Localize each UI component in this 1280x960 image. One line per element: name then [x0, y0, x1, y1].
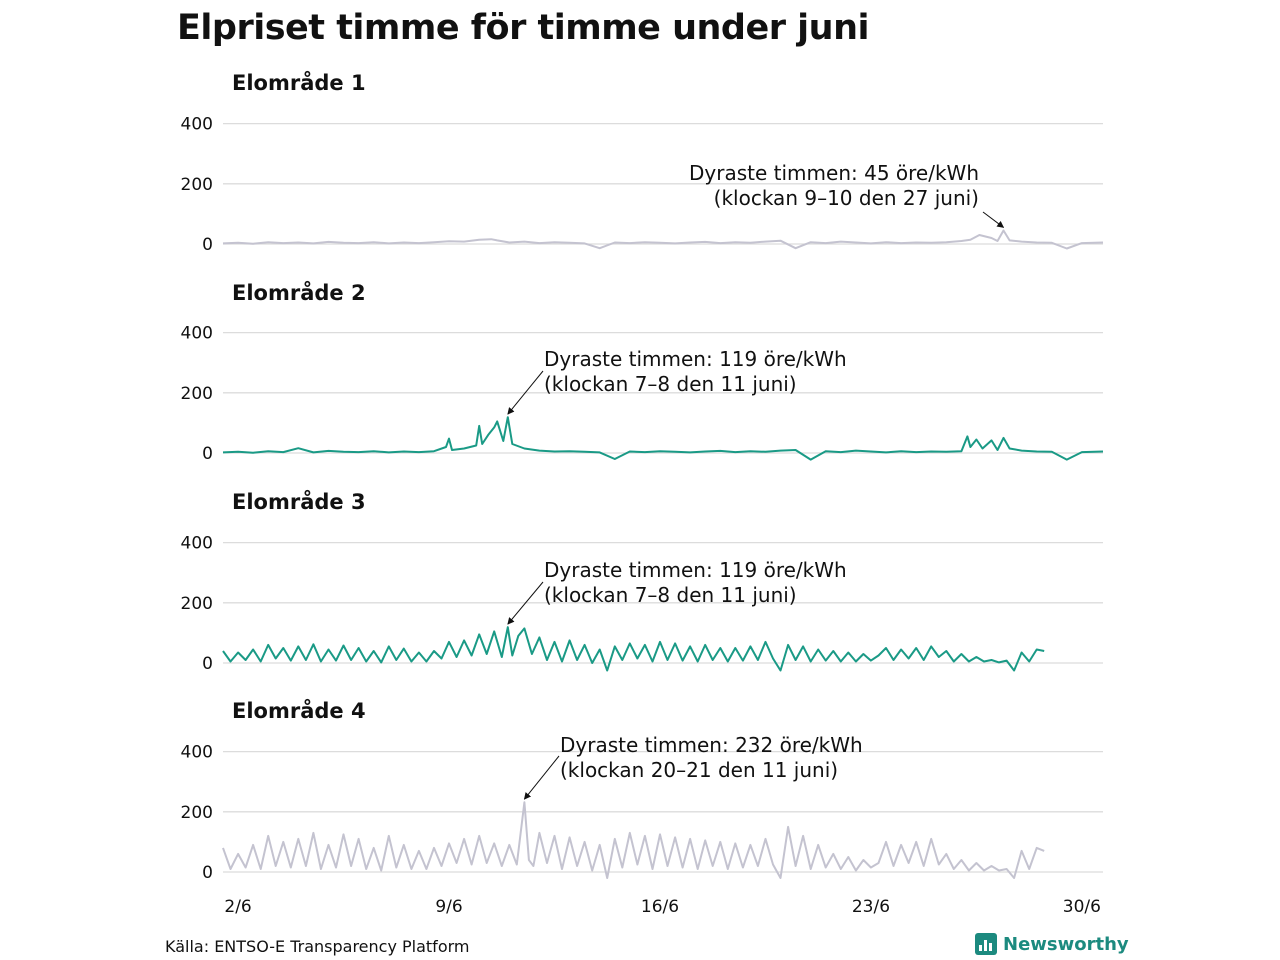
y-tick-label: 0 [202, 863, 213, 883]
x-tick-label: 30/6 [1063, 897, 1101, 917]
y-tick-label: 200 [181, 803, 213, 823]
chart-title: Elpriset timme för timme under juni [177, 8, 870, 48]
panel-3: Elområde 3 400 200 0 Dyraste timmen: 119 öre… [181, 489, 1103, 674]
price-line [222, 801, 1045, 879]
y-tick-label: 0 [202, 235, 213, 255]
y-tick-label: 400 [181, 534, 213, 554]
annotation-line-2: (klockan 7–8 den 11 juni) [544, 583, 797, 607]
y-tick-label: 0 [202, 444, 213, 464]
price-line [222, 626, 1045, 672]
price-line [222, 229, 1104, 250]
brand-name: Newsworthy [1003, 933, 1129, 955]
y-tick-label: 200 [181, 594, 213, 614]
brand-logo: Newsworthy [975, 933, 1129, 955]
x-tick-label: 9/6 [435, 897, 462, 917]
y-tick-label: 0 [202, 654, 213, 674]
annotation-line-2: (klockan 9–10 den 27 juni) [714, 186, 979, 210]
annotation-line-1: Dyraste timmen: 45 öre/kWh [689, 161, 979, 185]
annotation-line-2: (klockan 7–8 den 11 juni) [544, 372, 797, 396]
x-tick-label: 2/6 [224, 897, 251, 917]
panel-4: Elområde 4 400 200 0 Dyraste timmen: 232 öre… [181, 698, 1103, 883]
annotation-line-1: Dyraste timmen: 232 öre/kWh [560, 733, 863, 757]
annotation-line-1: Dyraste timmen: 119 öre/kWh [544, 347, 847, 371]
panel-title: Elområde 2 [232, 280, 366, 305]
panel-1: Elområde 1 400 200 0 Dyraste timmen: 45 öre/… [181, 70, 1104, 255]
annotation-line-1: Dyraste timmen: 119 öre/kWh [544, 558, 847, 582]
bar-chart-icon [975, 933, 997, 955]
annotation-arrow [507, 581, 544, 625]
panel-2: Elområde 2 400 200 0 Dyraste timmen: 119 öre… [181, 280, 1104, 464]
y-tick-label: 400 [181, 115, 213, 135]
y-tick-label: 200 [181, 175, 213, 195]
annotation-arrow [507, 370, 544, 415]
y-tick-label: 200 [181, 384, 213, 404]
y-tick-label: 400 [181, 324, 213, 344]
annotation-arrow [523, 755, 560, 800]
panel-title: Elområde 1 [232, 70, 366, 95]
price-line [222, 416, 1104, 461]
annotation-arrow [982, 211, 1005, 228]
source-note: Källa: ENTSO-E Transparency Platform [165, 937, 470, 956]
x-tick-label: 16/6 [641, 897, 679, 917]
y-tick-label: 400 [181, 743, 213, 763]
x-tick-label: 23/6 [852, 897, 890, 917]
panel-title: Elområde 4 [232, 698, 366, 723]
annotation-line-2: (klockan 20–21 den 11 juni) [560, 758, 838, 782]
panel-title: Elområde 3 [232, 489, 366, 514]
